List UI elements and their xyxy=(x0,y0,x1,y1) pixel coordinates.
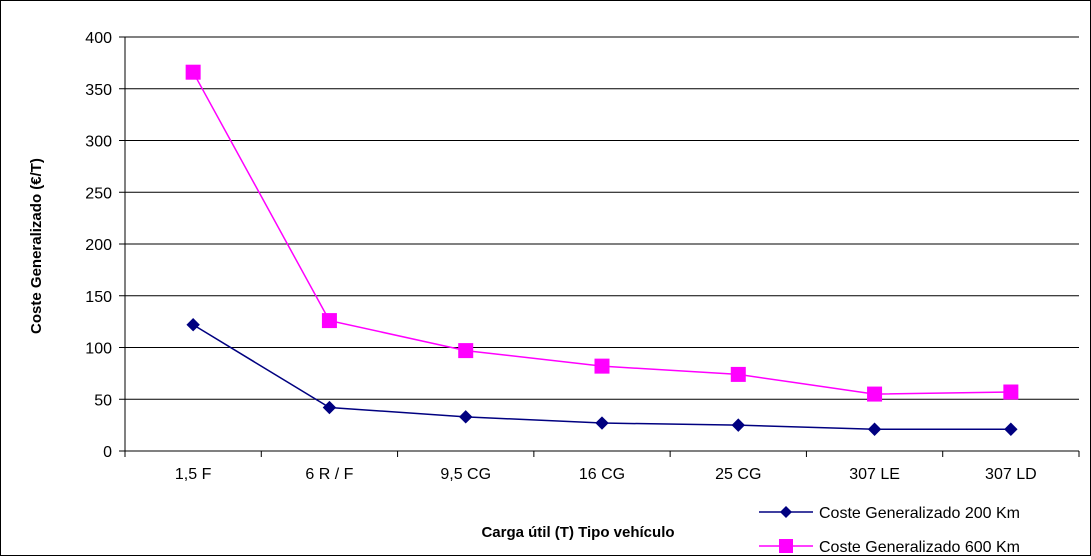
series-1-point-5 xyxy=(867,386,883,402)
series-0-point-1 xyxy=(322,400,337,415)
legend-label-200km: Coste Generalizado 200 Km xyxy=(819,505,1020,522)
x-tick-label-5: 307 LE xyxy=(849,466,900,483)
series-1-point-1 xyxy=(321,313,337,329)
series-0-point-6 xyxy=(1004,422,1018,436)
y-tick-label-350: 350 xyxy=(85,82,112,99)
series-0 xyxy=(186,318,1018,436)
y-axis-title: Coste Generalizado (€/T) xyxy=(28,158,45,334)
series-0-line xyxy=(192,324,1011,431)
legend-item-200km: Coste Generalizado 200 Km xyxy=(759,505,1020,522)
x-tick-label-2: 9,5 CG xyxy=(440,466,491,483)
series-0-point-5 xyxy=(867,422,882,436)
x-tick-labels: 1,5 F 6 R / F 9,5 CG 16 CG 25 CG 307 LE 307 LD xyxy=(124,451,1080,483)
series-1-point-4 xyxy=(730,366,746,382)
y-tick-label-200: 200 xyxy=(85,237,112,254)
legend-item-600km: Coste Generalizado 600 Km xyxy=(759,539,1020,556)
gridlines xyxy=(125,36,1079,400)
series-1-point-2 xyxy=(458,343,474,359)
y-tick-label-50: 50 xyxy=(94,392,112,409)
legend-marker-600km xyxy=(779,539,793,553)
series-1-point-3 xyxy=(594,358,610,374)
series xyxy=(185,64,1019,436)
series-1-point-6 xyxy=(1003,384,1019,400)
x-tick-label-0: 1,5 F xyxy=(175,466,212,483)
legend-marker-200km xyxy=(780,506,792,518)
y-tick-labels: 0 50 100 150 200 250 300 350 400 xyxy=(85,30,125,461)
series-0-point-2 xyxy=(459,410,473,424)
x-tick-label-4: 25 CG xyxy=(715,466,761,483)
series-1 xyxy=(185,64,1019,402)
x-tick-label-1: 6 R / F xyxy=(305,466,353,483)
y-tick-label-100: 100 xyxy=(85,341,112,358)
series-1-point-0 xyxy=(185,64,201,80)
y-tick-label-150: 150 xyxy=(85,289,112,306)
series-1-line xyxy=(192,71,1011,395)
x-tick-label-3: 16 CG xyxy=(579,466,625,483)
legend: Coste Generalizado 200 Km Coste Generali… xyxy=(759,505,1020,556)
y-tick-label-0: 0 xyxy=(103,444,112,461)
y-tick-label-250: 250 xyxy=(85,185,112,202)
y-tick-label-300: 300 xyxy=(85,134,112,151)
x-axis-title: Carga útil (T) Tipo vehículo xyxy=(481,524,674,541)
legend-label-600km: Coste Generalizado 600 Km xyxy=(819,539,1020,555)
series-0-point-4 xyxy=(731,418,745,432)
y-tick-label-400: 400 xyxy=(85,30,112,47)
series-0-point-3 xyxy=(595,416,609,430)
x-tick-label-6: 307 LD xyxy=(985,466,1037,483)
series-0-point-0 xyxy=(186,318,200,332)
